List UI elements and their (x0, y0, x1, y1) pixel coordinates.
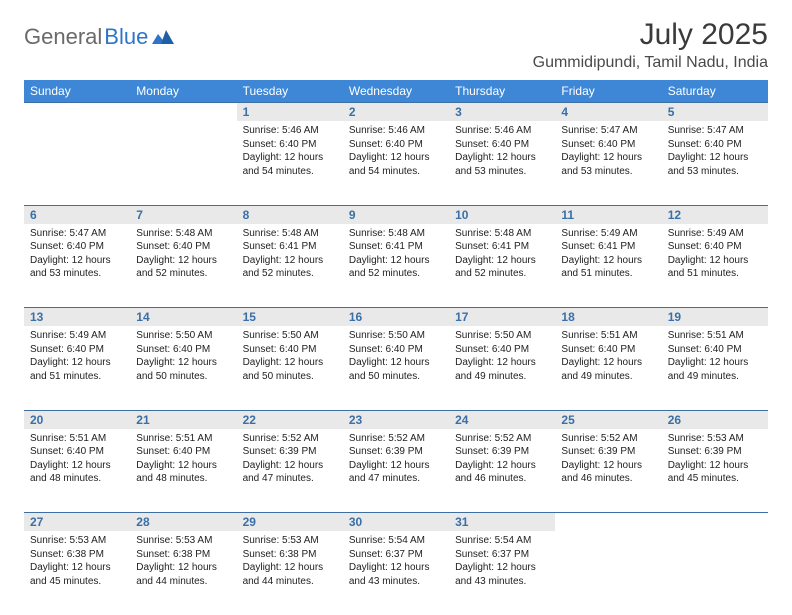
day-info-cell: Sunrise: 5:50 AMSunset: 6:40 PMDaylight:… (343, 326, 449, 410)
day-number-cell: 25 (555, 410, 661, 429)
day-number-cell: 21 (130, 410, 236, 429)
day-info-row: Sunrise: 5:49 AMSunset: 6:40 PMDaylight:… (24, 326, 768, 410)
day-number-row: 6789101112 (24, 205, 768, 224)
day-number-cell: 26 (662, 410, 768, 429)
logo: GeneralBlue (24, 18, 174, 50)
weekday-header: Friday (555, 80, 661, 103)
day-number-row: 12345 (24, 103, 768, 122)
day-number-cell: 10 (449, 205, 555, 224)
logo-icon (152, 24, 174, 50)
day-number-cell: 13 (24, 308, 130, 327)
calendar-table: SundayMondayTuesdayWednesdayThursdayFrid… (24, 80, 768, 615)
day-info-cell: Sunrise: 5:52 AMSunset: 6:39 PMDaylight:… (237, 429, 343, 513)
day-info-cell: Sunrise: 5:52 AMSunset: 6:39 PMDaylight:… (343, 429, 449, 513)
title-block: July 2025 Gummidipundi, Tamil Nadu, Indi… (533, 18, 768, 72)
logo-text-2: Blue (104, 24, 148, 50)
weekday-header: Wednesday (343, 80, 449, 103)
logo-text-1: General (24, 24, 102, 50)
day-info-cell: Sunrise: 5:53 AMSunset: 6:38 PMDaylight:… (237, 531, 343, 615)
day-number-cell: 15 (237, 308, 343, 327)
day-number-cell: 3 (449, 103, 555, 122)
location: Gummidipundi, Tamil Nadu, India (533, 54, 768, 72)
day-info-cell: Sunrise: 5:53 AMSunset: 6:39 PMDaylight:… (662, 429, 768, 513)
day-info-cell: Sunrise: 5:53 AMSunset: 6:38 PMDaylight:… (130, 531, 236, 615)
day-info-row: Sunrise: 5:47 AMSunset: 6:40 PMDaylight:… (24, 224, 768, 308)
day-number-cell: 27 (24, 513, 130, 532)
day-info-cell (130, 121, 236, 205)
day-number-cell (130, 103, 236, 122)
day-info-cell: Sunrise: 5:48 AMSunset: 6:41 PMDaylight:… (343, 224, 449, 308)
weekday-header: Thursday (449, 80, 555, 103)
day-info-cell (555, 531, 661, 615)
day-info-cell: Sunrise: 5:50 AMSunset: 6:40 PMDaylight:… (449, 326, 555, 410)
weekday-header: Monday (130, 80, 236, 103)
day-info-row: Sunrise: 5:53 AMSunset: 6:38 PMDaylight:… (24, 531, 768, 615)
day-number-cell (662, 513, 768, 532)
day-info-cell: Sunrise: 5:47 AMSunset: 6:40 PMDaylight:… (662, 121, 768, 205)
day-number-cell: 5 (662, 103, 768, 122)
day-info-cell: Sunrise: 5:52 AMSunset: 6:39 PMDaylight:… (555, 429, 661, 513)
month-title: July 2025 (533, 18, 768, 52)
day-number-cell: 18 (555, 308, 661, 327)
day-number-cell: 14 (130, 308, 236, 327)
day-info-cell: Sunrise: 5:47 AMSunset: 6:40 PMDaylight:… (555, 121, 661, 205)
day-info-cell (24, 121, 130, 205)
day-number-cell: 16 (343, 308, 449, 327)
day-info-cell: Sunrise: 5:51 AMSunset: 6:40 PMDaylight:… (24, 429, 130, 513)
day-info-cell: Sunrise: 5:49 AMSunset: 6:40 PMDaylight:… (662, 224, 768, 308)
day-number-cell: 23 (343, 410, 449, 429)
day-number-cell: 30 (343, 513, 449, 532)
day-number-cell: 8 (237, 205, 343, 224)
day-info-cell (662, 531, 768, 615)
day-info-cell: Sunrise: 5:51 AMSunset: 6:40 PMDaylight:… (130, 429, 236, 513)
day-info-cell: Sunrise: 5:54 AMSunset: 6:37 PMDaylight:… (343, 531, 449, 615)
day-info-cell: Sunrise: 5:49 AMSunset: 6:40 PMDaylight:… (24, 326, 130, 410)
day-info-cell: Sunrise: 5:49 AMSunset: 6:41 PMDaylight:… (555, 224, 661, 308)
day-number-cell: 20 (24, 410, 130, 429)
calendar-page: GeneralBlue July 2025 Gummidipundi, Tami… (0, 0, 792, 615)
day-number-cell: 31 (449, 513, 555, 532)
day-info-cell: Sunrise: 5:54 AMSunset: 6:37 PMDaylight:… (449, 531, 555, 615)
day-number-cell (24, 103, 130, 122)
day-info-cell: Sunrise: 5:46 AMSunset: 6:40 PMDaylight:… (237, 121, 343, 205)
day-number-cell: 11 (555, 205, 661, 224)
day-number-cell: 17 (449, 308, 555, 327)
weekday-header-row: SundayMondayTuesdayWednesdayThursdayFrid… (24, 80, 768, 103)
day-info-cell: Sunrise: 5:51 AMSunset: 6:40 PMDaylight:… (555, 326, 661, 410)
day-number-cell (555, 513, 661, 532)
day-info-cell: Sunrise: 5:48 AMSunset: 6:41 PMDaylight:… (237, 224, 343, 308)
day-info-cell: Sunrise: 5:52 AMSunset: 6:39 PMDaylight:… (449, 429, 555, 513)
day-info-cell: Sunrise: 5:50 AMSunset: 6:40 PMDaylight:… (237, 326, 343, 410)
day-number-cell: 7 (130, 205, 236, 224)
day-number-cell: 24 (449, 410, 555, 429)
day-number-cell: 29 (237, 513, 343, 532)
day-number-cell: 4 (555, 103, 661, 122)
day-number-cell: 19 (662, 308, 768, 327)
day-info-cell: Sunrise: 5:48 AMSunset: 6:41 PMDaylight:… (449, 224, 555, 308)
day-number-row: 13141516171819 (24, 308, 768, 327)
day-number-cell: 9 (343, 205, 449, 224)
day-info-row: Sunrise: 5:46 AMSunset: 6:40 PMDaylight:… (24, 121, 768, 205)
day-info-cell: Sunrise: 5:53 AMSunset: 6:38 PMDaylight:… (24, 531, 130, 615)
weekday-header: Tuesday (237, 80, 343, 103)
day-number-cell: 28 (130, 513, 236, 532)
day-number-row: 2728293031 (24, 513, 768, 532)
day-info-cell: Sunrise: 5:48 AMSunset: 6:40 PMDaylight:… (130, 224, 236, 308)
day-info-cell: Sunrise: 5:50 AMSunset: 6:40 PMDaylight:… (130, 326, 236, 410)
day-info-row: Sunrise: 5:51 AMSunset: 6:40 PMDaylight:… (24, 429, 768, 513)
day-number-row: 20212223242526 (24, 410, 768, 429)
day-number-cell: 12 (662, 205, 768, 224)
day-info-cell: Sunrise: 5:46 AMSunset: 6:40 PMDaylight:… (449, 121, 555, 205)
day-info-cell: Sunrise: 5:47 AMSunset: 6:40 PMDaylight:… (24, 224, 130, 308)
day-info-cell: Sunrise: 5:51 AMSunset: 6:40 PMDaylight:… (662, 326, 768, 410)
day-number-cell: 22 (237, 410, 343, 429)
day-number-cell: 6 (24, 205, 130, 224)
day-number-cell: 2 (343, 103, 449, 122)
header: GeneralBlue July 2025 Gummidipundi, Tami… (24, 18, 768, 72)
day-number-cell: 1 (237, 103, 343, 122)
day-info-cell: Sunrise: 5:46 AMSunset: 6:40 PMDaylight:… (343, 121, 449, 205)
weekday-header: Saturday (662, 80, 768, 103)
weekday-header: Sunday (24, 80, 130, 103)
